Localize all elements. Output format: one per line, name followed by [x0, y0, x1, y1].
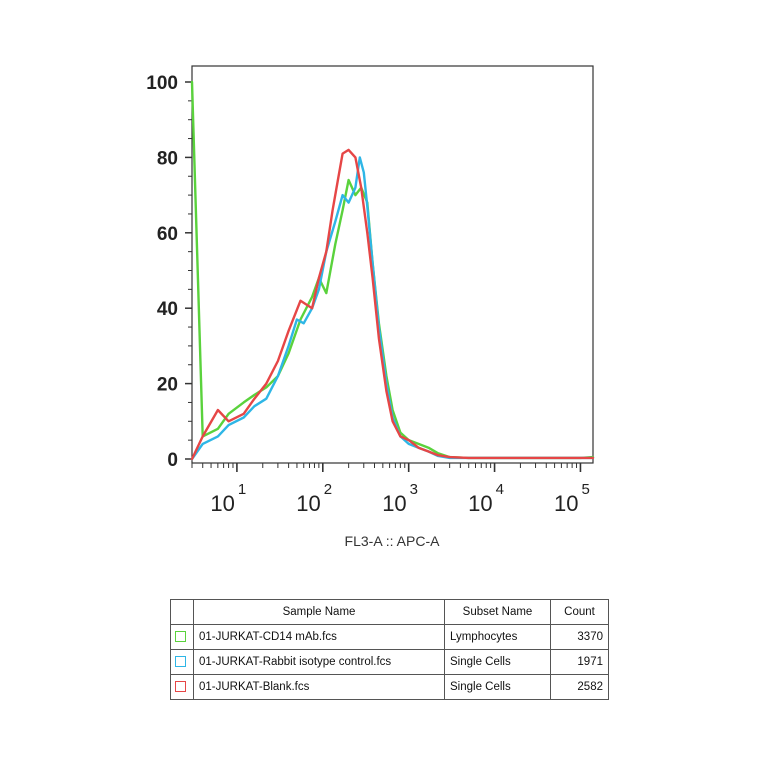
x-tick-base: 10 [554, 491, 578, 516]
legend-swatch-cell [170, 624, 194, 650]
legend-swatch-red [175, 681, 186, 693]
x-tick-exponent: 5 [581, 481, 589, 498]
x-tick-exponent: 1 [238, 481, 246, 498]
legend-sample-name: 01-JURKAT-CD14 mAb.fcs [193, 624, 445, 650]
x-tick-label: 102 [296, 481, 332, 516]
x-tick-base: 10 [210, 491, 234, 516]
legend-row: 01-JURKAT-CD14 mAb.fcs Lymphocytes 3370 [170, 624, 609, 650]
y-tick-label: 0 [167, 450, 178, 471]
x-tick-base: 10 [296, 491, 320, 516]
legend-swatch-green [175, 631, 186, 643]
y-tick-label: 60 [157, 224, 178, 245]
legend-row: 01-JURKAT-Blank.fcs Single Cells 2582 [170, 674, 609, 700]
legend-swatch-cell [170, 674, 194, 700]
y-tick-label: 40 [157, 299, 178, 320]
legend-header-row: Sample Name Subset Name Count [170, 599, 609, 625]
x-tick-label: 104 [468, 481, 504, 516]
sample-legend-table: Sample Name Subset Name Count 01-JURKAT-… [170, 599, 609, 700]
x-tick-label: 101 [210, 481, 246, 516]
x-tick-exponent: 4 [496, 481, 504, 498]
legend-subset-name: Single Cells [444, 649, 551, 675]
legend-subset-name: Lymphocytes [444, 624, 551, 650]
legend-swatch-blue [175, 656, 186, 668]
x-tick-exponent: 2 [324, 481, 332, 498]
y-axis: 0 20 40 60 80 100 [146, 73, 192, 471]
x-axis-label: FL3-A :: APC-A [345, 533, 441, 549]
legend-header-count: Count [550, 599, 609, 625]
legend-count: 2582 [550, 674, 609, 700]
y-tick-label: 100 [146, 73, 178, 94]
legend-count: 3370 [550, 624, 609, 650]
legend-sample-name: 01-JURKAT-Blank.fcs [193, 674, 445, 700]
legend-header-swatch [170, 599, 194, 625]
series-layer [190, 80, 595, 461]
legend-header-subset: Subset Name [444, 599, 551, 625]
x-tick-exponent: 3 [410, 481, 418, 498]
series-line-1 [190, 156, 595, 461]
legend-subset-name: Single Cells [444, 674, 551, 700]
legend-sample-name: 01-JURKAT-Rabbit isotype control.fcs [193, 649, 445, 675]
plot-frame [191, 65, 594, 464]
legend-count: 1971 [550, 649, 609, 675]
legend-header-sample: Sample Name [193, 599, 445, 625]
x-tick-label: 105 [554, 481, 590, 516]
x-tick-label: 103 [382, 481, 418, 516]
x-tick-base: 10 [382, 491, 406, 516]
legend-row: 01-JURKAT-Rabbit isotype control.fcs Sin… [170, 649, 609, 675]
series-line-2 [190, 148, 595, 461]
y-tick-label: 20 [157, 375, 178, 396]
y-tick-label: 80 [157, 148, 178, 169]
legend-swatch-cell [170, 649, 194, 675]
x-tick-base: 10 [468, 491, 492, 516]
